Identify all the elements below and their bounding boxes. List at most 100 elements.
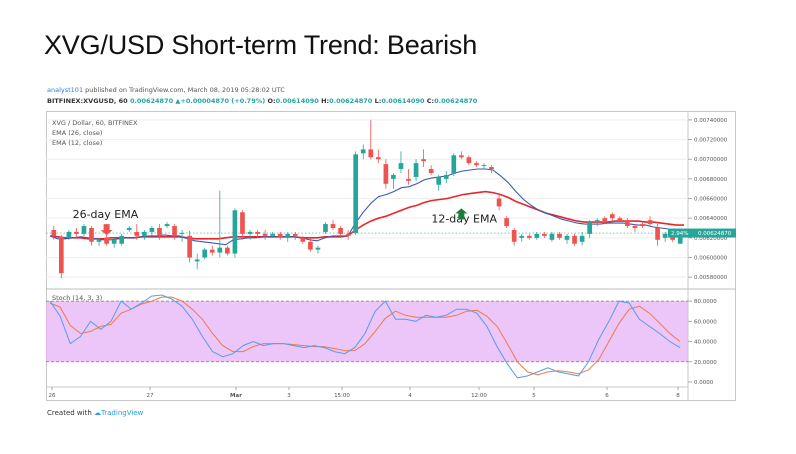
candle-body bbox=[579, 235, 585, 242]
price-change: +0.00004870 (+0.79%) bbox=[180, 97, 266, 105]
candle-body bbox=[655, 228, 660, 240]
open-label: O: bbox=[267, 97, 276, 105]
candle-body bbox=[255, 231, 260, 234]
candle-body bbox=[315, 247, 321, 250]
time-axis-label: 12:00 bbox=[471, 393, 487, 399]
candle-body bbox=[240, 212, 245, 234]
legend-ema26: EMA (26, close) bbox=[52, 129, 102, 137]
price-axis-label: 0.00700000 bbox=[694, 157, 728, 163]
candle-body bbox=[330, 224, 336, 229]
candle-body bbox=[421, 159, 426, 162]
up-arrow-icon: ▲ bbox=[175, 97, 181, 105]
candle-body bbox=[632, 226, 638, 229]
stoch-axis-label: 60.0000 bbox=[694, 319, 717, 325]
candle-body bbox=[587, 222, 592, 234]
open-value: 0.00614090 bbox=[275, 97, 319, 105]
chart-svg[interactable]: 0.00740000 0.00720000 0.00700000 0.00680000… bbox=[46, 111, 736, 401]
stoch-axis-label: 0.0000 bbox=[694, 380, 714, 386]
candle-body bbox=[225, 247, 230, 254]
candle-body bbox=[217, 247, 223, 253]
candle-body bbox=[96, 239, 102, 242]
candle-body bbox=[157, 228, 162, 236]
candle-body bbox=[609, 214, 615, 219]
publish-info: analyst101 published on TradingView.com,… bbox=[47, 86, 285, 94]
candle-body bbox=[564, 235, 570, 240]
publish-text: published on TradingView.com, March 08, … bbox=[83, 86, 285, 94]
candle-body bbox=[202, 249, 208, 258]
candle-body bbox=[104, 237, 109, 244]
candle-body bbox=[617, 218, 623, 221]
time-axis-label: 6 bbox=[605, 393, 609, 399]
price-axis-label: 0.00600000 bbox=[694, 255, 728, 261]
stoch-axis-label: 40.0000 bbox=[694, 340, 717, 346]
low-label: L: bbox=[374, 97, 382, 105]
candle-body bbox=[557, 233, 562, 238]
candle-body bbox=[602, 218, 608, 223]
last-price-tag: 2.94% 0.00624870 bbox=[668, 228, 736, 238]
candle-body bbox=[262, 233, 268, 236]
tradingview-brand[interactable]: TradingView bbox=[101, 409, 144, 417]
time-axis-label: 15:00 bbox=[334, 393, 350, 399]
candle-body bbox=[594, 220, 600, 223]
ema12-line bbox=[49, 168, 685, 246]
candle-body bbox=[375, 157, 381, 160]
candle-body bbox=[662, 233, 668, 238]
candle-body bbox=[209, 249, 215, 253]
stoch-axis-label: 20.0000 bbox=[694, 360, 717, 366]
candle-body bbox=[126, 228, 132, 230]
price-axis-label: 0.00580000 bbox=[694, 275, 728, 281]
candle-body bbox=[504, 218, 509, 227]
candle-body bbox=[179, 232, 185, 234]
candle-body bbox=[383, 164, 389, 184]
candle-body bbox=[111, 239, 117, 244]
candle-body bbox=[534, 233, 540, 238]
annotation-label: 26-day EMA bbox=[73, 208, 139, 221]
candle-body bbox=[51, 229, 57, 236]
candle-body bbox=[549, 233, 555, 240]
candle-body bbox=[428, 169, 434, 173]
candle-body bbox=[247, 231, 253, 234]
main-chart-title: XVG / Dollar, 60, BITFINEX bbox=[52, 119, 138, 127]
candle-body bbox=[466, 157, 472, 164]
candle-body bbox=[677, 232, 683, 244]
candle-body bbox=[119, 235, 125, 244]
price-axis-label: 0.00620000 bbox=[694, 236, 728, 242]
candle-body bbox=[292, 233, 298, 236]
candle-body bbox=[391, 174, 396, 179]
candle-body bbox=[323, 224, 328, 232]
candle-body bbox=[526, 235, 532, 238]
annotation-label: 12-day EMA bbox=[431, 212, 497, 225]
ema26-line bbox=[49, 190, 684, 240]
time-axis-label: 8 bbox=[676, 393, 680, 399]
candle-body bbox=[81, 226, 87, 234]
candle-body bbox=[368, 149, 374, 158]
time-axis-label: 3 bbox=[287, 393, 291, 399]
price-axis-label: 0.00740000 bbox=[694, 118, 728, 124]
up-arrow-icon bbox=[455, 208, 468, 220]
symbol-info: BITFINEX:XVGUSD, 60 0.00624870 ▲+0.00004… bbox=[47, 97, 477, 105]
candle-body bbox=[640, 224, 645, 227]
time-axis-label: 27 bbox=[147, 393, 154, 399]
candle-body bbox=[647, 220, 653, 225]
candle-body bbox=[270, 233, 275, 236]
price-axis-label: 0.00720000 bbox=[694, 138, 728, 144]
candle-body bbox=[481, 165, 487, 167]
candle-body bbox=[194, 259, 200, 262]
candle-body bbox=[66, 231, 72, 238]
time-axis-label: 4 bbox=[408, 393, 412, 399]
price-axis-label: 0.00660000 bbox=[694, 197, 728, 203]
candle-body bbox=[459, 155, 464, 158]
candle-body bbox=[164, 224, 170, 227]
page-title: XVG/USD Short-term Trend: Bearish bbox=[44, 30, 478, 60]
candle-body bbox=[89, 228, 94, 242]
symbol-prefix: BITFINEX:XVGUSD, 60 bbox=[47, 97, 130, 105]
candle-body bbox=[308, 241, 313, 250]
stoch-axis-label: 80.0000 bbox=[694, 299, 717, 305]
stoch-d-line bbox=[49, 296, 681, 376]
price-axis-label: 0.00640000 bbox=[694, 216, 728, 222]
author-link[interactable]: analyst101 bbox=[47, 86, 84, 94]
stoch-k-line bbox=[49, 294, 681, 379]
close-label: C: bbox=[426, 97, 435, 105]
candle-body bbox=[542, 233, 547, 236]
chart-container[interactable]: 0.00740000 0.00720000 0.00700000 0.00680000… bbox=[46, 111, 736, 401]
